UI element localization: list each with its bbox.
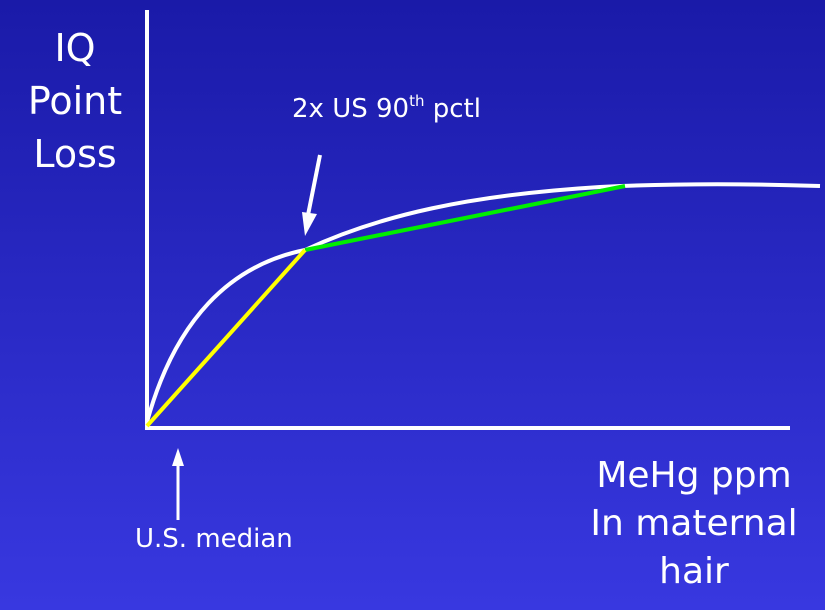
y-axis-label: IQ Point Loss xyxy=(10,22,140,181)
annotation-suffix: pctl xyxy=(424,94,481,124)
y-axis-label-line-3: Loss xyxy=(33,132,117,176)
green-linear-segment xyxy=(304,184,626,252)
y-axis-label-line-2: Point xyxy=(27,79,123,123)
arrow-us-median xyxy=(172,448,184,520)
arrow-2x-90th-percentile xyxy=(302,154,322,236)
yellow-linear-segment xyxy=(145,248,307,428)
dose-response-curve xyxy=(145,182,821,423)
x-axis-label: MeHg ppm In maternal hair xyxy=(565,452,823,596)
x-axis-label-line-3: hair xyxy=(659,551,729,592)
annotation-2x-us-90th-pctl: 2x US 90th pctl xyxy=(292,92,481,125)
annotation-main-text: 2x US 90 xyxy=(292,94,410,124)
x-axis-label-line-1: MeHg ppm xyxy=(596,455,792,496)
x-axis-label-line-2: In maternal xyxy=(590,503,798,544)
us-median-label: U.S. median xyxy=(135,524,293,554)
y-axis-label-line-1: IQ xyxy=(54,26,96,70)
annotation-superscript: th xyxy=(409,92,425,110)
